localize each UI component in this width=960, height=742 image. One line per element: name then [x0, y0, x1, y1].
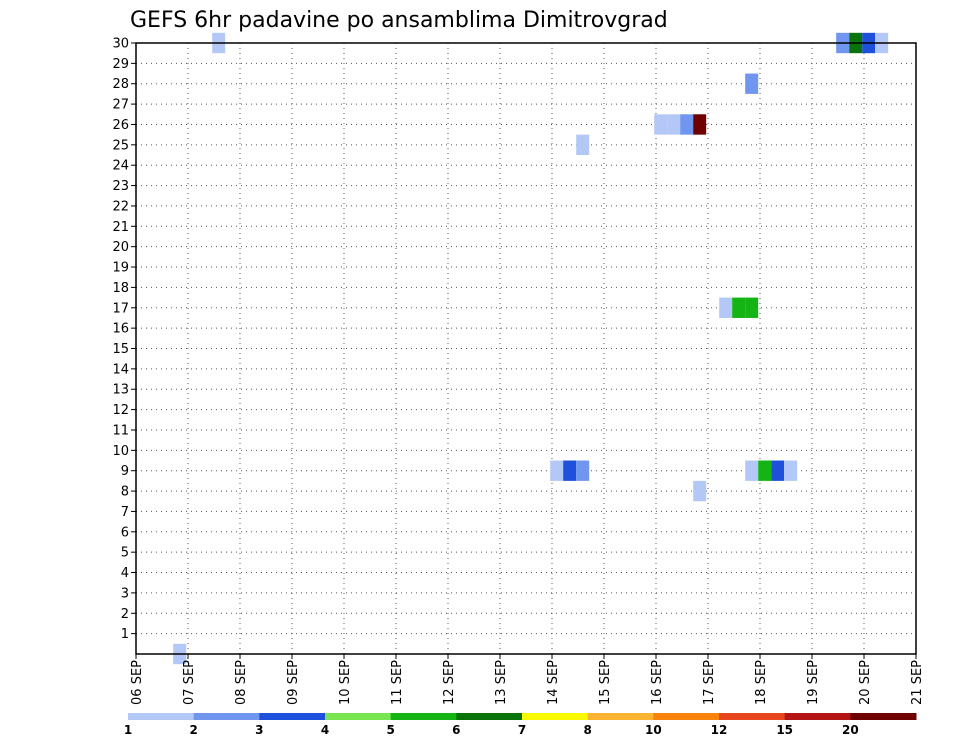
y-tick-label: 22 [112, 199, 129, 214]
x-tick-label: 11 SEP [390, 660, 405, 705]
colorbar-swatch [522, 713, 589, 720]
x-tick-label: 17 SEP [702, 660, 717, 705]
colorbar-label: 10 [645, 723, 662, 737]
plot-area [135, 32, 917, 665]
y-tick-label: 21 [112, 220, 129, 235]
y-tick-label: 1 [121, 627, 129, 642]
precip-cell [550, 460, 564, 481]
precip-cell [576, 134, 590, 156]
y-tick-label: 12 [112, 403, 129, 418]
colorbar-swatch [259, 713, 326, 720]
colorbar-label: 4 [321, 723, 329, 737]
precip-cell [680, 114, 694, 135]
y-tick-label: 4 [121, 566, 129, 581]
colorbar-label: 15 [776, 723, 793, 737]
colorbar-label: 2 [189, 723, 197, 737]
y-tick-label: 10 [112, 444, 129, 459]
precip-cell [563, 460, 577, 481]
y-tick-label: 30 [112, 37, 129, 52]
precip-cell [745, 297, 759, 318]
y-tick-label: 24 [112, 159, 129, 174]
y-axis: 1234567891011121314151617181920212223242… [112, 37, 136, 642]
y-tick-label: 28 [112, 77, 129, 92]
colorbar-label: 3 [255, 723, 263, 737]
colorbar-swatch [128, 713, 195, 720]
colorbar-swatch [719, 713, 786, 720]
y-tick-label: 8 [121, 485, 129, 500]
colorbar-swatch [587, 713, 654, 720]
precip-cell [719, 297, 733, 318]
colorbar-swatch [784, 713, 851, 720]
colorbar-label: 7 [518, 723, 526, 737]
y-tick-label: 3 [121, 586, 129, 601]
precip-cell [745, 460, 759, 481]
colorbar-label: 12 [711, 723, 728, 737]
colorbar-swatch [193, 713, 260, 720]
y-tick-label: 19 [112, 261, 129, 276]
x-tick-label: 13 SEP [494, 660, 509, 705]
y-tick-label: 16 [112, 322, 129, 337]
y-tick-label: 11 [112, 423, 129, 438]
y-tick-label: 5 [121, 546, 129, 561]
colorbar-swatch [325, 713, 392, 720]
colorbar-swatch [850, 713, 917, 720]
colorbar-legend: 1 2 3 4 5 6 7 8 10 12 15 20 [124, 713, 917, 737]
y-tick-label: 26 [112, 118, 129, 133]
x-tick-label: 12 SEP [442, 660, 457, 705]
x-tick-label: 07 SEP [182, 660, 197, 705]
y-tick-label: 14 [112, 362, 129, 377]
y-tick-label: 18 [112, 281, 129, 296]
precip-cell [732, 297, 746, 318]
colorbar-label: 5 [386, 723, 394, 737]
y-tick-label: 9 [121, 464, 129, 479]
chart-title: GEFS 6hr padavine po ansamblima Dimitrov… [130, 8, 668, 33]
x-tick-label: 18 SEP [754, 660, 769, 705]
colorbar-label: 20 [842, 723, 859, 737]
y-tick-label: 7 [121, 505, 129, 520]
precip-cell [667, 114, 681, 135]
x-tick-label: 06 SEP [130, 660, 145, 705]
y-tick-label: 20 [112, 240, 129, 255]
colorbar-label: 8 [583, 723, 591, 737]
x-tick-label: 09 SEP [286, 660, 301, 705]
precip-cell [758, 460, 772, 481]
colorbar-swatch [653, 713, 720, 720]
precip-cell [784, 460, 798, 481]
precip-cell [693, 480, 707, 502]
colorbar-label: 1 [124, 723, 132, 737]
precip-cell [693, 114, 707, 135]
y-tick-label: 17 [112, 301, 129, 316]
y-tick-label: 25 [112, 138, 129, 153]
precip-cell [745, 73, 759, 94]
x-tick-label: 14 SEP [546, 660, 561, 705]
x-tick-label: 21 SEP [910, 660, 925, 705]
y-tick-label: 6 [121, 525, 129, 540]
precip-cell [771, 460, 785, 481]
x-tick-label: 19 SEP [806, 660, 821, 705]
y-tick-label: 2 [121, 607, 129, 622]
colorbar-swatch [456, 713, 523, 720]
x-tick-label: 16 SEP [650, 660, 665, 705]
y-tick-label: 29 [112, 57, 129, 72]
x-axis: 06 SEP 07 SEP 08 SEP 09 SEP 10 SEP 11 SEP 12 S… [130, 654, 925, 705]
precip-cell [654, 114, 668, 135]
y-tick-label: 27 [112, 98, 129, 113]
y-tick-label: 23 [112, 179, 129, 194]
x-tick-label: 20 SEP [858, 660, 873, 705]
colorbar-label: 6 [452, 723, 460, 737]
x-tick-label: 10 SEP [338, 660, 353, 705]
precip-cell [576, 460, 590, 481]
x-tick-label: 08 SEP [234, 660, 249, 705]
y-tick-label: 15 [112, 342, 129, 357]
x-tick-label: 15 SEP [598, 660, 613, 705]
y-tick-label: 13 [112, 383, 129, 398]
colorbar-swatch [390, 713, 457, 720]
